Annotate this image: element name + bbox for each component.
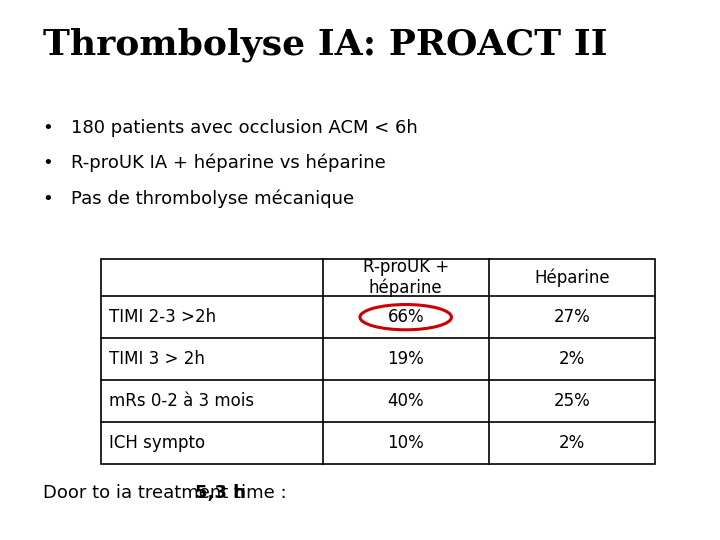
Text: 19%: 19%	[387, 350, 424, 368]
Text: mRs 0-2 à 3 mois: mRs 0-2 à 3 mois	[109, 392, 255, 410]
Text: 40%: 40%	[387, 392, 424, 410]
Text: TIMI 2-3 >2h: TIMI 2-3 >2h	[109, 308, 217, 326]
Text: 27%: 27%	[554, 308, 590, 326]
Text: 2%: 2%	[559, 434, 585, 453]
Text: 25%: 25%	[554, 392, 590, 410]
Text: 66%: 66%	[387, 308, 424, 326]
Text: Héparine: Héparine	[534, 268, 610, 287]
Text: •   180 patients avec occlusion ACM < 6h: • 180 patients avec occlusion ACM < 6h	[43, 119, 418, 137]
Text: •   R-proUK IA + héparine vs héparine: • R-proUK IA + héparine vs héparine	[43, 154, 386, 172]
Text: 10%: 10%	[387, 434, 424, 453]
Text: Door to ia treatment time :: Door to ia treatment time :	[43, 484, 292, 502]
Text: R-proUK +
héparine: R-proUK + héparine	[363, 258, 449, 298]
Text: ICH sympto: ICH sympto	[109, 434, 206, 453]
Text: •   Pas de thrombolyse mécanique: • Pas de thrombolyse mécanique	[43, 189, 354, 207]
Text: 2%: 2%	[559, 350, 585, 368]
Text: TIMI 3 > 2h: TIMI 3 > 2h	[109, 350, 205, 368]
Text: Thrombolyse IA: PROACT II: Thrombolyse IA: PROACT II	[43, 27, 608, 62]
Text: 5,3 h: 5,3 h	[195, 484, 246, 502]
